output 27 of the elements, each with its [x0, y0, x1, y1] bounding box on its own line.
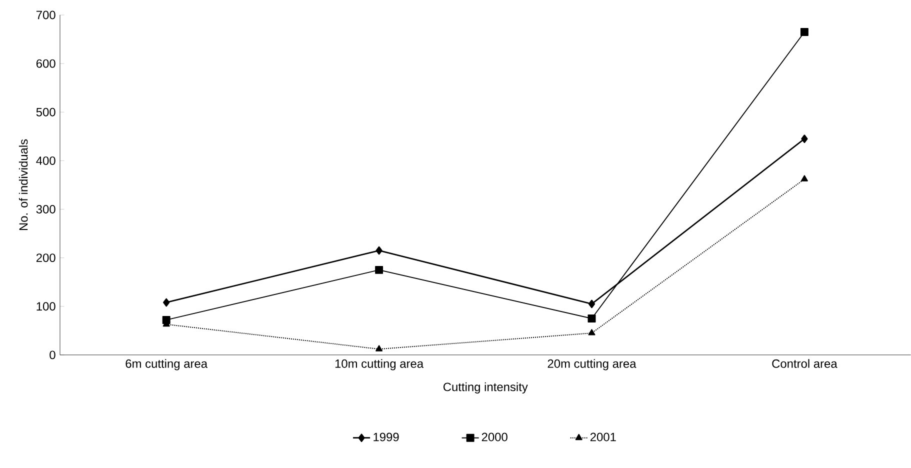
point [588, 329, 596, 336]
y-tick-label: 500 [36, 108, 56, 116]
x-tick-label: 10m cutting area [335, 359, 424, 370]
y-tick-label: 100 [36, 302, 56, 311]
point [800, 28, 808, 36]
y-tick-label: 200 [36, 254, 56, 262]
point [375, 266, 384, 274]
point [376, 345, 383, 352]
y-tick-label: 700 [36, 10, 56, 20]
y-tick-label: 400 [36, 156, 56, 165]
x-tick-label: 6m cutting area [126, 359, 208, 370]
y-tick-label: 600 [36, 59, 56, 68]
y-tick-label: 300 [36, 205, 56, 214]
legend-label: 2001 [590, 432, 616, 442]
y-axis-title: No. of individuals [18, 139, 28, 230]
x-axis-title: Cutting intensity [443, 382, 528, 394]
point [588, 300, 596, 308]
point [588, 314, 596, 323]
x-tick-label: Control area [772, 359, 838, 368]
x-tick-label: 20m cutting area [548, 359, 636, 370]
point [376, 246, 382, 255]
point [163, 298, 170, 307]
legend-label: 2000 [482, 432, 508, 442]
y-tick-label: 0 [50, 350, 56, 360]
legend-label: 1999 [374, 432, 399, 442]
point [800, 175, 808, 182]
point [801, 134, 808, 144]
